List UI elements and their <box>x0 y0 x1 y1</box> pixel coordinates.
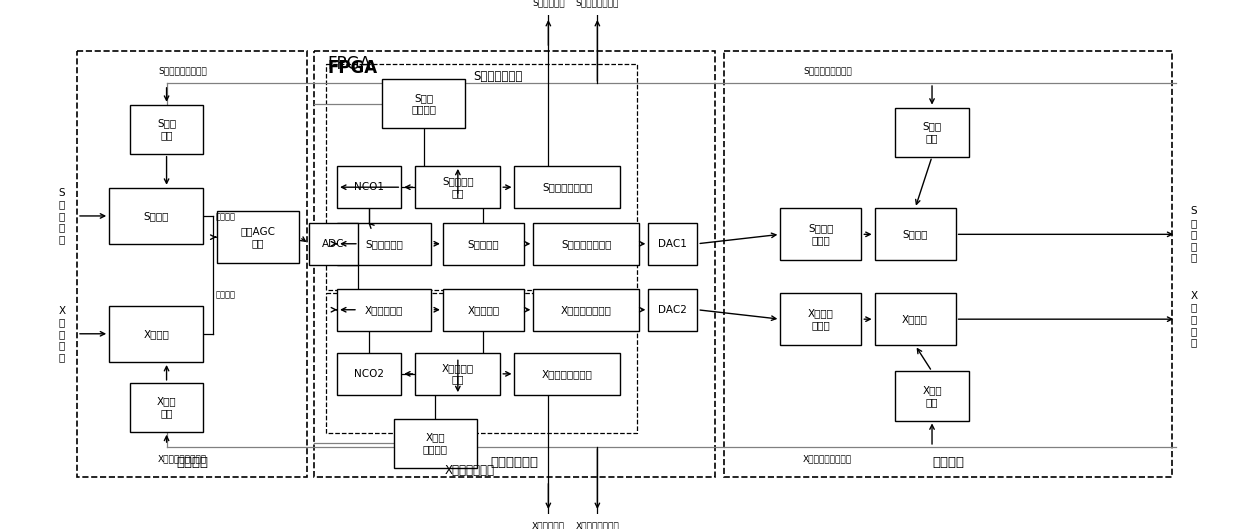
Text: S
下
行
信
号: S 下 行 信 号 <box>1190 206 1197 262</box>
Text: S发射
本振: S发射 本振 <box>923 121 941 143</box>
Text: S环路滤波: S环路滤波 <box>467 239 500 249</box>
Text: 发射通道: 发射通道 <box>932 457 963 469</box>
Bar <box>415 166 500 208</box>
Text: X载波捕获
跟踪: X载波捕获 跟踪 <box>441 363 474 385</box>
Text: X中频滤
波放大: X中频滤 波放大 <box>807 308 833 330</box>
Bar <box>217 211 300 263</box>
Bar <box>895 107 968 157</box>
Text: S上变频: S上变频 <box>903 230 928 239</box>
Text: X接收
本振: X接收 本振 <box>156 397 176 418</box>
Text: ADC: ADC <box>322 239 345 249</box>
Text: S载波捕获
跟踪: S载波捕获 跟踪 <box>441 176 474 198</box>
Bar <box>780 208 862 260</box>
Text: X
下
行
信
号: X 下 行 信 号 <box>1190 291 1198 348</box>
Text: X遥控副载波: X遥控副载波 <box>532 522 565 529</box>
Bar <box>874 293 956 345</box>
Bar <box>326 293 637 433</box>
Bar <box>326 64 637 290</box>
Bar <box>874 208 956 260</box>
Bar <box>77 51 308 477</box>
Text: DAC2: DAC2 <box>658 305 687 315</box>
Text: NCO2: NCO2 <box>355 369 384 379</box>
Text: X遥测副载波调制: X遥测副载波调制 <box>575 522 619 529</box>
Text: S遥控副载波解调: S遥控副载波解调 <box>542 182 593 192</box>
Text: FPGA: FPGA <box>327 59 378 77</box>
Bar <box>394 418 476 468</box>
Text: 数字基带处理: 数字基带处理 <box>490 457 538 469</box>
Bar <box>415 353 500 395</box>
Text: S遥控副载波: S遥控副载波 <box>532 0 564 7</box>
Bar <box>533 223 639 265</box>
Text: S正交下变频: S正交下变频 <box>366 239 403 249</box>
Bar <box>130 105 203 154</box>
Text: S下变频: S下变频 <box>144 211 169 221</box>
Bar <box>337 166 402 208</box>
Bar <box>515 353 620 395</box>
Text: S遥测副载波调制: S遥测副载波调制 <box>575 0 619 7</box>
Text: S发射本振频率控制: S发射本振频率控制 <box>804 67 852 76</box>
Text: X发射本振频率控制: X发射本振频率控制 <box>802 454 852 463</box>
Text: X中频信号处理: X中频信号处理 <box>444 464 495 477</box>
Text: X正交下变频: X正交下变频 <box>365 305 403 315</box>
Bar <box>443 288 523 331</box>
Text: X上变频: X上变频 <box>903 314 928 324</box>
Bar <box>337 353 402 395</box>
Bar <box>443 223 523 265</box>
Bar <box>515 166 620 208</box>
Bar <box>337 288 432 331</box>
Bar <box>649 288 697 331</box>
Text: X发射
本振: X发射 本振 <box>923 385 942 407</box>
Bar <box>337 223 432 265</box>
Text: S中频信号处理: S中频信号处理 <box>472 70 522 83</box>
Bar <box>895 371 968 421</box>
Bar <box>109 306 203 362</box>
Text: X接收本振频率控制: X接收本振频率控制 <box>157 454 207 463</box>
Bar <box>130 383 203 432</box>
Text: S
上
行
信
号: S 上 行 信 号 <box>58 188 66 244</box>
Text: S相干
频率计算: S相干 频率计算 <box>412 93 436 115</box>
Text: X遥测副载波解调: X遥测副载波解调 <box>542 369 593 379</box>
Text: S接收
本振: S接收 本振 <box>157 118 176 140</box>
Text: X相干
频率计算: X相干 频率计算 <box>423 432 448 454</box>
Bar <box>780 293 862 345</box>
Text: FPGA: FPGA <box>327 55 372 73</box>
Text: X环路滤波: X环路滤波 <box>467 305 500 315</box>
Text: 接收通道: 接收通道 <box>176 457 208 469</box>
Bar <box>309 223 358 265</box>
Text: X测距解调与转发: X测距解调与转发 <box>560 305 611 315</box>
Bar <box>533 288 639 331</box>
Text: X
上
行
信
号: X 上 行 信 号 <box>58 306 66 362</box>
Text: NCO1: NCO1 <box>355 182 384 192</box>
Bar <box>724 51 1172 477</box>
Text: DAC1: DAC1 <box>658 239 687 249</box>
Bar <box>382 79 465 128</box>
Text: 中频AGC
放大: 中频AGC 放大 <box>241 226 275 248</box>
Bar <box>649 223 697 265</box>
Text: X下变频: X下变频 <box>144 329 169 339</box>
Text: 第一中频: 第一中频 <box>216 213 236 222</box>
Text: S中频滤
波放大: S中频滤 波放大 <box>808 224 833 245</box>
Bar <box>314 51 715 477</box>
Text: S测距解调与转发: S测距解调与转发 <box>560 239 611 249</box>
Text: 第二中频: 第二中频 <box>216 290 236 299</box>
Bar <box>109 188 203 244</box>
Text: S接收本振频率控制: S接收本振频率控制 <box>157 67 207 76</box>
